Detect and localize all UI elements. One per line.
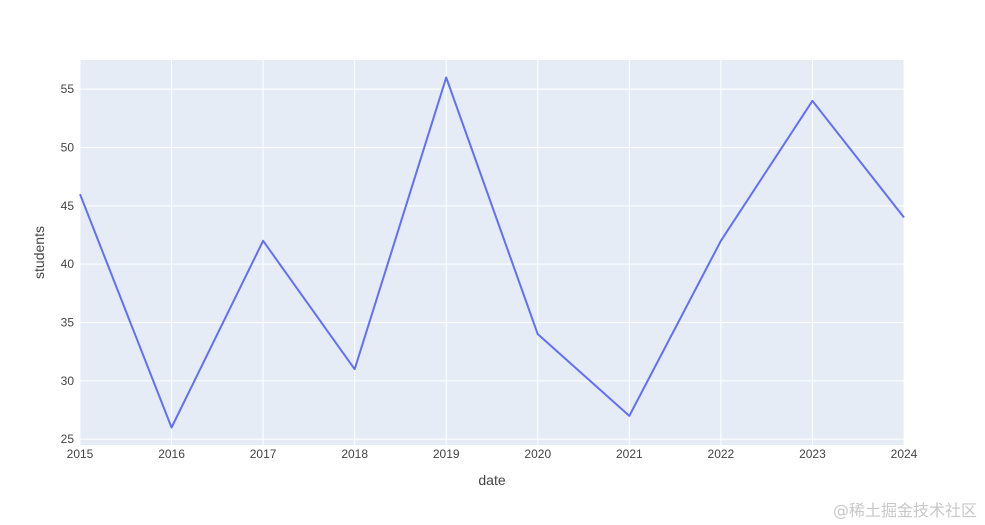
y-tick-label: 25 [61,432,75,446]
x-axis-title: date [478,472,505,488]
x-tick-label: 2021 [616,447,643,461]
x-tick-label: 2017 [250,447,277,461]
x-tick-label: 2015 [67,447,94,461]
x-tick-label: 2016 [158,447,185,461]
x-tick-label: 2023 [799,447,826,461]
plot-background [80,60,904,445]
x-tick-label: 2024 [891,447,918,461]
x-tick-label: 2018 [341,447,368,461]
y-tick-label: 45 [61,199,75,213]
y-tick-label: 40 [61,257,75,271]
series-line [79,76,905,429]
y-tick-label: 55 [61,82,75,96]
x-axis-ticks: 2015 2016 2017 2018 2019 2020 2021 2022 2023 2024 [67,447,918,461]
x-tick-label: 2020 [524,447,551,461]
y-tick-label: 50 [61,141,75,155]
y-axis-title: students [31,226,47,279]
x-tick-label: 2019 [433,447,460,461]
y-axis-ticks: 25 30 35 40 45 50 55 [61,82,75,446]
y-tick-label: 30 [61,374,75,388]
y-tick-label: 35 [61,316,75,330]
grid-lines [79,60,905,445]
watermark-text: @稀土掘金技术社区 [832,501,977,520]
series-layer [79,76,905,429]
x-tick-label: 2022 [708,447,735,461]
